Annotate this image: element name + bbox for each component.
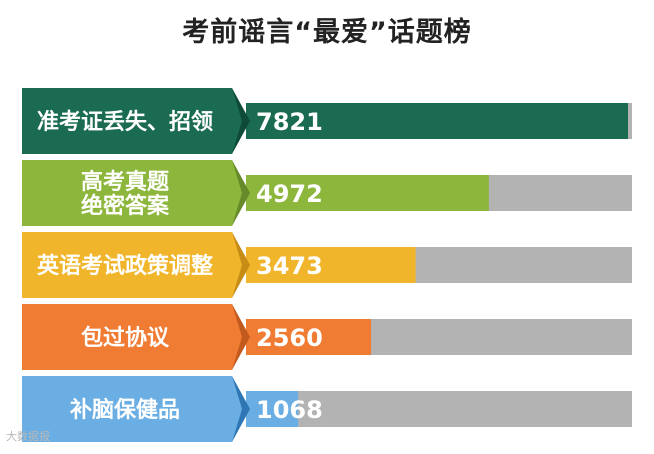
bar-row-4: 补脑保健品 1068: [22, 376, 632, 442]
bar: [246, 103, 628, 139]
bar: [246, 247, 416, 283]
category-tab: [22, 376, 242, 442]
category-tab: [22, 232, 242, 298]
category-label: 英语考试政策调整: [37, 253, 213, 279]
bar-track: [246, 391, 632, 427]
category-tab: [22, 160, 242, 226]
category-label: 准考证丢失、招领: [37, 109, 213, 135]
value-label: 1068: [256, 396, 323, 424]
chart-title: 考前谣言“最爱”话题榜: [182, 17, 472, 48]
value-label: 3473: [256, 252, 323, 280]
bar-row-0: 准考证丢失、招领 7821: [22, 88, 632, 154]
category-label: 绝密答案: [81, 193, 170, 219]
bar-row-2: 英语考试政策调整 3473: [22, 232, 632, 298]
category-tab: [22, 88, 242, 154]
value-label: 7821: [256, 108, 323, 136]
bar-row-3: 包过协议 2560: [22, 304, 632, 370]
value-label: 2560: [256, 324, 323, 352]
category-label: 包过协议: [81, 325, 170, 351]
value-label: 4972: [256, 180, 323, 208]
bar: [246, 319, 372, 355]
category-label: 高考真题: [81, 169, 170, 195]
bar: [246, 175, 489, 211]
watermark-text: 大数据报: [6, 430, 50, 443]
category-label: 补脑保健品: [69, 397, 180, 423]
bar: [246, 391, 299, 427]
category-tab: [22, 304, 242, 370]
